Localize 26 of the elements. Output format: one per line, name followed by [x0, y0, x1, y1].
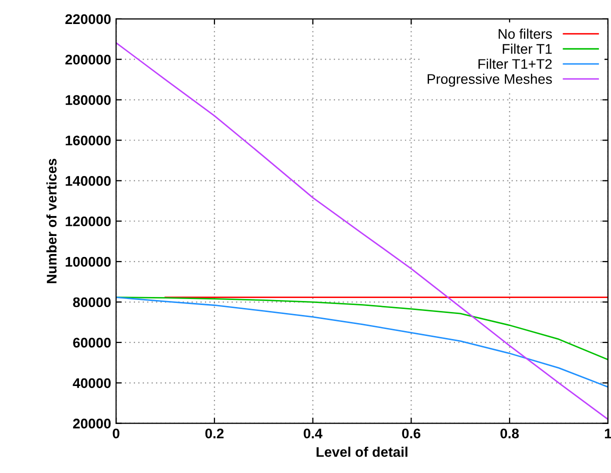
y-tick-label: 80000: [73, 297, 111, 308]
legend-label: Filter T1: [502, 44, 552, 54]
y-tick-label: 160000: [66, 136, 111, 146]
y-tick-label: 200000: [65, 54, 111, 65]
x-tick-label: 0.4: [304, 428, 322, 438]
legend-label: No filters: [498, 28, 552, 39]
x-tick-label: 0.2: [205, 428, 224, 438]
line-series: [116, 296, 608, 360]
y-axis-title: Number of vertices: [46, 158, 57, 284]
y-tick-label: 60000: [73, 338, 111, 348]
x-tick-label: 1: [604, 428, 611, 438]
x-tick-label: 0: [112, 428, 120, 438]
y-tick-label: 100000: [66, 256, 111, 267]
y-tick-label: 220000: [65, 14, 111, 24]
x-tick-label: 0.8: [500, 428, 519, 438]
y-tick-label: 20000: [73, 418, 111, 429]
x-axis-title: Level of detail: [316, 446, 408, 457]
y-tick-label: 120000: [66, 216, 111, 226]
line-series: [116, 296, 608, 388]
y-tick-label: 180000: [66, 95, 111, 105]
legend-label: Progressive Meshes: [428, 74, 552, 87]
x-tick-label: 0.6: [402, 428, 420, 438]
y-tick-label: 140000: [66, 176, 111, 186]
legend-label: Filter T1+T2: [478, 58, 552, 69]
y-tick-label: 40000: [72, 378, 111, 388]
line-series: [116, 42, 608, 420]
